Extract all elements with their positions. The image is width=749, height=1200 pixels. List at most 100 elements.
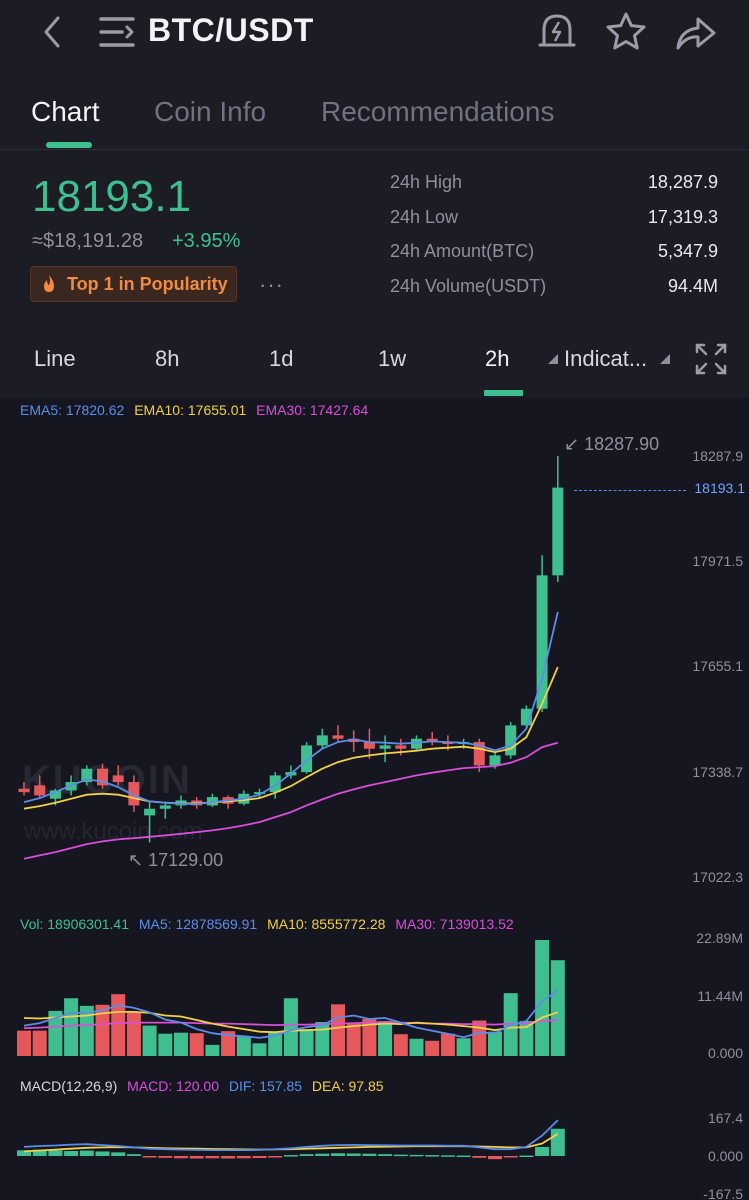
popularity-badge[interactable]: Top 1 in Popularity xyxy=(30,266,237,302)
y-tick: 17655.1 xyxy=(692,658,743,674)
price-chart-svg xyxy=(17,456,565,1160)
vol-ma30-line xyxy=(23,1019,558,1029)
interval-1w[interactable]: 1w xyxy=(378,346,407,371)
macd-histogram-bar xyxy=(378,1154,393,1156)
volume-bar xyxy=(252,1043,267,1056)
share-icon[interactable] xyxy=(672,12,718,54)
macd-histogram-bar xyxy=(346,1153,361,1156)
interval-bar: Line 8h 1d 1w 2h Indicat... xyxy=(0,330,749,398)
tab-chart[interactable]: Chart xyxy=(31,96,100,127)
active-tab-indicator xyxy=(46,142,92,148)
price-alert-icon[interactable] xyxy=(536,10,578,52)
y-tick: 17971.5 xyxy=(692,553,743,569)
macd-histogram-bar xyxy=(189,1155,204,1159)
macd-histogram-bar xyxy=(409,1154,424,1157)
dropdown-triangle-icon xyxy=(548,354,558,364)
pair-title[interactable]: BTC/USDT xyxy=(148,12,314,48)
volume-bar xyxy=(378,1021,393,1056)
volume-bar xyxy=(425,1040,440,1056)
tab-bar: Chart Coin Info Recommendations xyxy=(0,86,749,150)
volume-bar xyxy=(142,1025,157,1056)
macd-tick: 0.000 xyxy=(707,1148,743,1164)
current-price-label: 18193.1 xyxy=(694,480,745,496)
volume-bar xyxy=(189,1033,204,1056)
macd-tick: 167.4 xyxy=(707,1110,743,1126)
candle-body xyxy=(316,735,328,746)
dropdown-triangle-icon xyxy=(660,354,670,364)
macd-histogram-bar xyxy=(174,1155,188,1159)
more-options-icon[interactable]: ··· xyxy=(259,272,284,297)
macd-histogram-bar xyxy=(503,1155,518,1158)
candle-body xyxy=(395,745,407,749)
vol-legend: Vol: 18906301.41 xyxy=(20,916,129,932)
macd-histogram-bar xyxy=(299,1154,314,1156)
macd-histogram-bar xyxy=(425,1155,440,1157)
y-tick: 17338.7 xyxy=(692,764,743,780)
candle-body xyxy=(254,792,265,795)
top-bar: BTC/USDT xyxy=(0,0,749,70)
price-change: +3.95% xyxy=(172,230,241,252)
y-tick: 17022.3 xyxy=(692,869,743,885)
candle-body xyxy=(112,775,124,783)
stat-label: 24h Volume(USDT) xyxy=(390,275,547,296)
volume-bar xyxy=(268,1032,283,1056)
vol-ma10-legend: MA10: 8555772.28 xyxy=(267,916,386,932)
volume-bar xyxy=(393,1034,408,1056)
ema5-line xyxy=(23,611,559,806)
stat-24h-volume: 24h Volume(USDT) 94.4M xyxy=(390,276,720,311)
ticker-summary: 18193.1 ≈$18,191.28 +3.95% Top 1 in Popu… xyxy=(0,150,749,320)
candle-body xyxy=(49,790,61,799)
star-icon[interactable] xyxy=(604,10,648,54)
candle-body xyxy=(411,738,422,749)
macd-histogram-bar xyxy=(362,1153,377,1156)
stat-value: 5,347.9 xyxy=(657,241,718,261)
stats-panel: 24h High 18,287.9 24h Low 17,319.3 24h A… xyxy=(390,172,720,310)
ema-legend: EMA5: 17820.62 EMA10: 17655.01 EMA30: 17… xyxy=(20,402,374,418)
macd-histogram-bar xyxy=(535,1146,550,1156)
macd-histogram-bar xyxy=(95,1151,110,1156)
macd-histogram-bar xyxy=(472,1155,487,1158)
macd-histogram-bar xyxy=(283,1155,298,1157)
vol-ma5-legend: MA5: 12878569.91 xyxy=(138,916,258,932)
volume-bar xyxy=(111,994,126,1056)
vol-ma30-legend: MA30: 7139013.52 xyxy=(395,916,514,932)
stat-label: 24h Low xyxy=(390,206,459,227)
candle-body xyxy=(18,788,30,793)
volume-bar xyxy=(409,1038,424,1056)
volume-bar xyxy=(236,1036,251,1056)
chart-area[interactable]: EMA5: 17820.62 EMA10: 17655.01 EMA30: 17… xyxy=(0,398,749,1200)
min-price-label: ↖ 17129.00 xyxy=(128,850,224,870)
ema30-legend: EMA30: 17427.64 xyxy=(256,402,369,418)
volume-bar xyxy=(299,1029,314,1056)
dif-line xyxy=(23,1119,559,1151)
active-interval-indicator xyxy=(484,390,523,396)
interval-8h[interactable]: 8h xyxy=(155,346,180,371)
candle-body xyxy=(363,742,375,749)
tab-recommendations[interactable]: Recommendations xyxy=(321,96,555,127)
indicators-dropdown[interactable]: Indicat... xyxy=(548,346,647,372)
interval-1d[interactable]: 1d xyxy=(269,346,294,371)
volume-bar xyxy=(64,998,79,1056)
stat-label: 24h Amount(BTC) xyxy=(390,241,535,261)
candle-body xyxy=(505,725,517,756)
candle-body xyxy=(536,575,548,709)
stat-value: 94.4M xyxy=(667,275,718,296)
menu-icon[interactable] xyxy=(98,14,136,50)
volume-bar xyxy=(346,1023,361,1056)
interval-2h[interactable]: 2h xyxy=(485,346,510,371)
volume-bar xyxy=(48,1010,63,1056)
fullscreen-icon[interactable] xyxy=(694,342,728,376)
macd-histogram-bar xyxy=(126,1154,141,1156)
volume-bar xyxy=(315,1022,330,1056)
interval-line[interactable]: Line xyxy=(34,346,76,371)
tab-coin-info[interactable]: Coin Info xyxy=(154,96,267,127)
volume-bar xyxy=(205,1044,220,1056)
y-tick: 18287.9 xyxy=(692,448,743,464)
candle-body xyxy=(348,738,360,743)
candle-body xyxy=(301,745,313,773)
last-price: 18193.1 xyxy=(32,172,192,221)
volume-bar xyxy=(283,998,298,1056)
back-arrow-icon[interactable] xyxy=(38,12,68,52)
current-price-line xyxy=(574,490,686,491)
candle-body xyxy=(489,755,501,766)
